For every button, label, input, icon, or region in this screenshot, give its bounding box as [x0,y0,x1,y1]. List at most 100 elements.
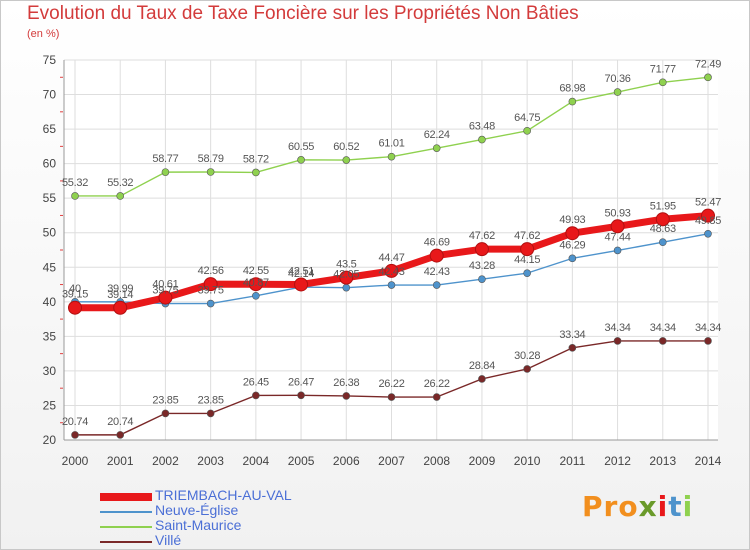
data-label: 39.14 [107,289,133,301]
data-label: 68.98 [559,83,585,95]
data-point [520,242,535,257]
data-label: 58.79 [198,153,224,165]
data-label: 23.85 [152,394,178,406]
data-point [478,135,486,144]
data-point [523,269,531,277]
data-point [387,152,396,161]
data-point [113,300,128,315]
x-tick-label: 2008 [423,454,450,468]
data-point [478,375,486,383]
legend-swatch [100,493,152,501]
data-label: 34.34 [605,322,631,334]
data-label: 42.43 [424,266,450,278]
data-point [161,168,170,176]
data-label: 26.38 [333,377,359,389]
data-point [294,277,309,292]
data-label: 34.34 [695,322,721,334]
data-label: 30.28 [514,350,540,362]
data-point [432,393,441,401]
data-point [206,299,215,308]
data-label: 42.55 [243,265,269,277]
y-tick-label: 20 [43,433,57,447]
legend-swatch [100,541,152,543]
logo-letter: i [682,490,694,523]
data-label: 20.74 [107,416,133,428]
legend-label: Saint-Maurice [155,517,242,533]
data-label: 55.32 [62,177,88,189]
y-tick-label: 70 [43,88,57,102]
data-point [474,242,489,257]
data-point [297,391,305,400]
data-point [161,409,170,418]
data-point [478,275,486,283]
legend-swatch [100,526,152,528]
data-label: 62.24 [424,129,450,141]
y-tick-label: 60 [43,157,57,171]
data-label: 42.43 [378,266,404,278]
data-label: 26.47 [288,376,314,388]
data-label: 55.32 [107,177,133,189]
data-label: 50.93 [605,207,631,219]
data-label: 34.34 [650,322,676,334]
data-label: 43.28 [469,260,495,272]
data-point [610,219,625,234]
data-point [429,248,444,263]
x-tick-label: 2013 [649,454,676,468]
proxiti-logo: Proxiti [582,490,693,523]
legend-swatch [100,511,152,513]
data-label: 39.99 [107,283,133,295]
data-label: 43.5 [336,259,356,271]
chart-subtitle: (en %) [27,28,60,40]
data-label: 58.77 [152,153,178,165]
data-point [252,292,260,300]
data-label: 39.75 [198,285,224,297]
data-point [568,97,577,106]
data-point [613,246,622,255]
data-label: 39.75 [152,285,178,297]
data-label: 52.47 [695,197,721,209]
data-point [658,78,667,87]
data-label: 63.48 [469,121,495,133]
page-title: Evolution du Taux de Taxe Foncière sur l… [27,3,579,24]
y-tick-label: 25 [43,398,57,412]
data-point [158,290,173,305]
data-label: 46.69 [424,237,450,249]
data-point [613,88,622,96]
x-tick-label: 2010 [514,454,541,468]
legend-label: Neuve-Église [155,502,239,518]
data-point [384,263,399,278]
data-label: 47.62 [514,230,540,242]
data-point [568,254,577,263]
y-tick-label: 50 [43,226,57,240]
legend-label: Villé [155,532,182,548]
legend-label: TRIEMBACH-AU-VAL [155,487,292,503]
data-label: 42.51 [288,265,314,277]
x-tick-label: 2001 [107,454,134,468]
x-tick-label: 2002 [152,454,179,468]
x-tick-label: 2004 [243,454,270,468]
data-point [568,344,577,352]
data-label: 42.14 [288,268,314,280]
data-point [252,168,260,177]
data-label: 71.77 [650,63,676,75]
logo-letter: i [657,490,669,523]
logo-letter: t [668,490,683,523]
data-label: 26.45 [243,376,269,388]
data-point [387,281,396,289]
data-point [342,392,351,400]
data-point [432,281,441,289]
data-point [248,277,263,292]
y-tick-label: 35 [43,329,57,343]
data-label: 70.36 [605,73,631,85]
data-label: 47.62 [469,230,495,242]
data-label: 46.29 [559,239,585,251]
y-tick-label: 40 [43,295,57,309]
data-point [704,73,712,82]
data-point [701,208,715,223]
data-point [432,144,441,152]
data-point [704,229,712,238]
data-point [658,337,667,345]
data-label: 33.34 [559,329,585,341]
data-point [655,212,670,227]
